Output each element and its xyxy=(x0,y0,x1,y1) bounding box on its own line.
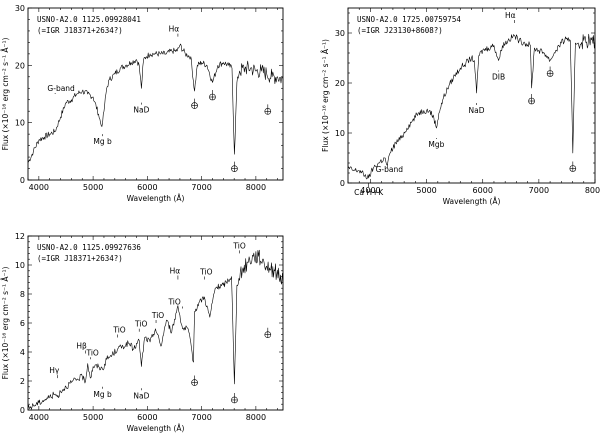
plot-frame xyxy=(27,7,284,181)
spectrum-line xyxy=(27,249,284,410)
panel-2: 4000 5000 6000 7000 8000 0 10 20 30 Wavelength (Å… xyxy=(321,7,600,206)
x-tick-label: 7000 xyxy=(529,186,549,195)
line-annotation: Hα xyxy=(505,11,516,20)
x-axis-label: Wavelength (Å) xyxy=(127,424,185,433)
y-tick-label: 0 xyxy=(20,176,25,185)
y-tick-label: 30 xyxy=(15,4,25,13)
y-tick-label: 20 xyxy=(15,61,25,70)
y-tick-label: 0 xyxy=(340,179,345,188)
line-annotation: NaD xyxy=(133,106,149,115)
x-tick-label: 4000 xyxy=(29,183,49,192)
x-tick-label: 6000 xyxy=(137,413,157,422)
line-annotation: TiO xyxy=(167,298,180,307)
line-annotation: TiO xyxy=(232,241,245,250)
y-tick-label: 2 xyxy=(20,377,25,386)
line-annotation: TiO xyxy=(134,320,147,329)
line-annotation: Hγ xyxy=(49,366,60,375)
line-annotation: Ca H+K xyxy=(354,188,384,197)
y-tick-label: 10 xyxy=(335,129,345,138)
line-annotation: NaD xyxy=(469,106,485,115)
spectrum-line xyxy=(27,43,284,163)
line-annotation: Hα xyxy=(169,25,180,34)
line-annotation: G-band xyxy=(47,84,75,93)
line-annotation: TiO xyxy=(85,348,98,357)
earth-icon xyxy=(231,161,238,172)
x-tick-label: 8000 xyxy=(246,183,266,192)
line-annotation: Mg b xyxy=(93,137,112,146)
y-tick-label: 0 xyxy=(20,406,25,415)
y-tick-label: 4 xyxy=(20,348,25,357)
x-tick-label: 5000 xyxy=(83,183,103,192)
y-axis-label: Flux (×10⁻¹⁶ erg cm⁻² s⁻¹ Å⁻¹) xyxy=(1,38,10,151)
x-tick-label: 8000 xyxy=(246,413,266,422)
x-tick-label: 8000 xyxy=(585,186,600,195)
x-tick-label: 4000 xyxy=(360,186,380,195)
spectrum-line xyxy=(347,33,596,180)
panel-1: 4000 5000 6000 7000 8000 0 10 20 30 Wavelength (Å… xyxy=(1,4,284,203)
y-axis-label: Flux (×10⁻¹⁶ erg cm⁻² s⁻¹ Å⁻¹) xyxy=(321,39,330,152)
y-tick-label: 8 xyxy=(20,290,25,299)
y-tick-label: 12 xyxy=(15,232,25,241)
y-axis-label: Flux (×10⁻¹⁶ erg cm⁻² s⁻¹ Å⁻¹) xyxy=(1,267,10,380)
panel-title-line: USNO-A2.0 1725.00759754 xyxy=(357,15,461,24)
earth-icon xyxy=(191,98,198,109)
y-tick-label: 30 xyxy=(335,29,345,38)
x-axis-label: Wavelength (Å) xyxy=(443,197,501,206)
earth-icon xyxy=(231,392,238,404)
y-tick-label: 10 xyxy=(15,261,25,270)
line-annotation: Mgb xyxy=(428,140,444,149)
x-tick-label: 6000 xyxy=(137,183,157,192)
panel-title-line: (=IGR J23130+8608?) xyxy=(357,26,443,35)
x-tick-label: 5000 xyxy=(83,413,103,422)
line-annotation: Hβ xyxy=(76,341,87,350)
line-annotation: TiO xyxy=(112,326,125,335)
x-tick-label: 4000 xyxy=(29,413,49,422)
panel-title-line: USNO-A2.0 1125.09927636 xyxy=(37,243,141,252)
line-annotation: G-band xyxy=(376,165,404,174)
line-annotation: Mg b xyxy=(93,390,112,399)
x-axis-label: Wavelength (Å) xyxy=(127,194,185,203)
panel-3: 4000 5000 6000 7000 8000 0 2 4 6 8 10 12 Wavelength … xyxy=(1,232,284,433)
line-annotation: NaD xyxy=(133,391,149,400)
line-annotation: DIB xyxy=(492,73,505,82)
x-tick-label: 5000 xyxy=(416,186,436,195)
panel-title-line: (=IGR J18371+2634?) xyxy=(37,26,123,35)
y-tick-label: 6 xyxy=(20,319,25,328)
earth-icon xyxy=(528,94,535,105)
earth-icon xyxy=(191,375,198,386)
line-annotation: Hα xyxy=(170,267,181,276)
earth-icon xyxy=(209,90,216,101)
line-annotation: TiO xyxy=(199,268,212,277)
x-tick-label: 7000 xyxy=(191,183,211,192)
earth-icon xyxy=(264,104,272,115)
earth-icon xyxy=(264,327,272,339)
panel-title-line: (=IGR J18371+2634?) xyxy=(37,254,123,263)
line-annotation: TiO xyxy=(151,311,164,320)
y-tick-label: 10 xyxy=(15,119,25,128)
earth-icon xyxy=(546,66,554,77)
earth-icon xyxy=(569,161,577,172)
y-tick-label: 20 xyxy=(335,79,345,88)
x-tick-label: 6000 xyxy=(473,186,493,195)
panel-title-line: USNO-A2.0 1125.09928041 xyxy=(37,15,141,24)
x-tick-label: 7000 xyxy=(191,413,211,422)
